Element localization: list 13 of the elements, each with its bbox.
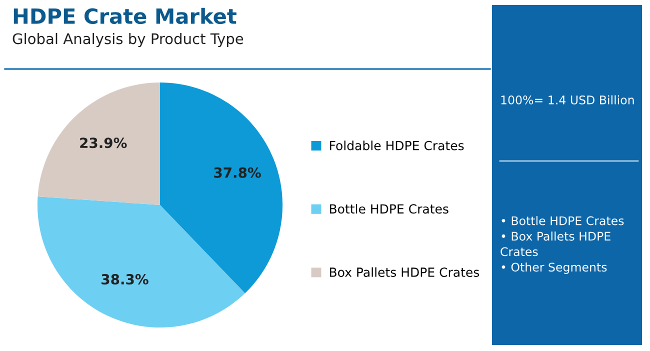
legend-label: Bottle HDPE Crates <box>330 204 448 214</box>
legend-label: Foldable HDPE Crates <box>330 140 464 150</box>
pie-slice <box>38 82 160 205</box>
text: 100%= 1.4 USD Billion <box>501 95 634 104</box>
pie-slice <box>160 82 283 294</box>
text: • Bottle HDPE Crates • Box Pallets HDPE Crates • Other Segments <box>500 216 624 274</box>
pie-slice <box>37 196 246 328</box>
legend-label: Box Pallets HDPE Crates <box>330 267 480 277</box>
chart-subtitle: Global Analysis by Product Type <box>12 32 244 48</box>
chart-title: HDPE Crate Market <box>14 8 236 24</box>
data-label: 37.8% <box>214 167 261 178</box>
data-label: 38.3% <box>102 274 148 285</box>
data-label: 23.9% <box>80 138 127 148</box>
